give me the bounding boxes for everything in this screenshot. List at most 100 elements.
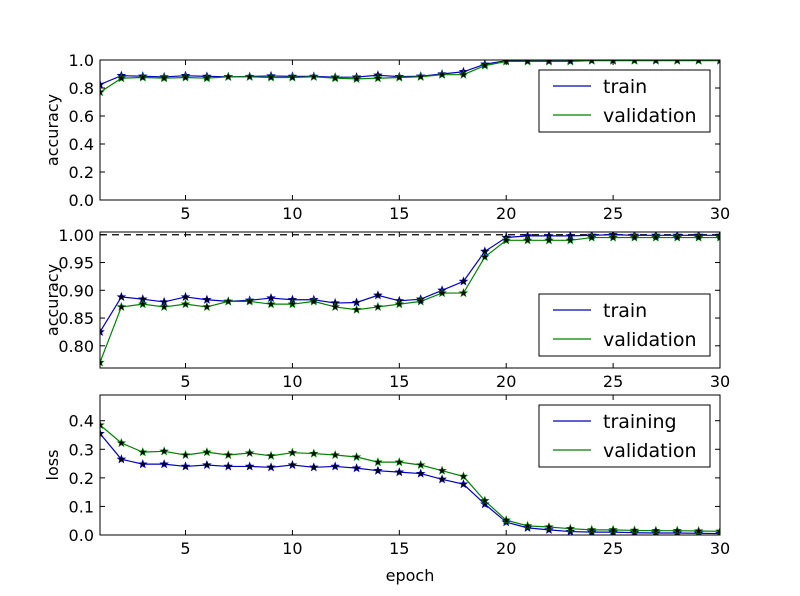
data-point-validation bbox=[693, 232, 704, 242]
data-point-training bbox=[480, 499, 490, 509]
legend-label-validation: validation bbox=[603, 440, 697, 462]
y-axis-label: accuracy bbox=[43, 94, 62, 166]
data-point-validation bbox=[266, 299, 276, 309]
y-tick-label: 0.80 bbox=[58, 337, 94, 356]
data-point-validation bbox=[202, 73, 212, 83]
data-point-validation bbox=[180, 299, 191, 309]
data-point-validation bbox=[266, 450, 276, 460]
x-tick-label: 30 bbox=[710, 372, 730, 391]
data-point-train bbox=[351, 297, 362, 307]
data-point-validation bbox=[715, 526, 720, 535]
x-tick-label: 30 bbox=[710, 204, 730, 223]
data-point-validation bbox=[180, 449, 191, 460]
data-point-validation bbox=[586, 524, 597, 534]
subplot-3: 5 10 15 20 25 30 0.0 0.1 0.2 0.3 0.4 loss epoch train… bbox=[43, 394, 730, 585]
data-point-training bbox=[116, 454, 127, 464]
data-point-validation bbox=[629, 232, 640, 242]
data-point-validation bbox=[565, 60, 575, 66]
legend-box bbox=[538, 69, 711, 133]
data-point-training bbox=[287, 459, 298, 470]
legend-box bbox=[538, 404, 711, 468]
x-tick-label: 30 bbox=[710, 539, 730, 558]
data-point-validation bbox=[330, 449, 340, 460]
data-point-validation bbox=[480, 60, 490, 70]
y-tick-label: 0.90 bbox=[58, 281, 94, 300]
x-axis-label: epoch bbox=[386, 566, 435, 585]
data-point-validation bbox=[137, 447, 148, 457]
x-tick-label: 10 bbox=[282, 539, 302, 558]
plot-area bbox=[100, 232, 720, 367]
data-point-validation bbox=[373, 73, 383, 83]
data-point-validation bbox=[693, 525, 704, 535]
data-point-validation bbox=[651, 232, 661, 242]
data-point-validation bbox=[373, 457, 383, 467]
data-point-validation bbox=[437, 69, 447, 79]
data-point-train bbox=[458, 276, 469, 286]
data-point-validation bbox=[694, 60, 703, 65]
data-point-validation bbox=[544, 60, 554, 66]
data-point-validation bbox=[244, 71, 255, 81]
x-tick-label: 10 bbox=[282, 372, 302, 391]
data-point-validation bbox=[330, 73, 340, 83]
x-tick-label: 5 bbox=[180, 539, 190, 558]
legend-label-validation: validation bbox=[603, 105, 697, 127]
y-tick-label: 0.0 bbox=[69, 191, 94, 210]
subplot-2: 5 10 15 20 25 30 0.80 0.85 0.90 0.95 1.00 accuracy t… bbox=[43, 226, 730, 391]
legend-label-train: train bbox=[603, 300, 647, 322]
data-point-validation bbox=[716, 60, 720, 65]
data-point-validation bbox=[651, 525, 661, 535]
subplot-1: 5 10 15 20 25 30 0.0 0.2 0.4 0.6 0.8 1.0 accuracy tra… bbox=[43, 51, 730, 223]
x-tick-label: 15 bbox=[389, 372, 409, 391]
y-tick-label: 0.1 bbox=[69, 497, 94, 516]
data-point-validation bbox=[159, 301, 169, 312]
axes-frame bbox=[99, 59, 721, 201]
data-point-validation bbox=[458, 69, 469, 79]
data-point-validation bbox=[544, 235, 554, 245]
series-line-train bbox=[100, 234, 720, 333]
x-tick-label: 15 bbox=[389, 204, 409, 223]
data-point-validation bbox=[100, 87, 105, 97]
data-point-train bbox=[100, 79, 105, 89]
data-point-validation bbox=[244, 296, 255, 306]
series-line-validation bbox=[100, 60, 720, 93]
data-point-validation bbox=[116, 301, 127, 312]
data-point-validation bbox=[287, 72, 298, 82]
data-point-train bbox=[180, 291, 191, 302]
data-point-training bbox=[565, 526, 576, 535]
data-point-training bbox=[309, 462, 319, 472]
data-point-validation bbox=[394, 72, 405, 82]
y-tick-label: 1.0 bbox=[69, 51, 94, 70]
data-point-train bbox=[100, 326, 105, 336]
data-point-validation bbox=[309, 296, 319, 306]
legend: train validation bbox=[538, 69, 711, 133]
series-line-validation bbox=[100, 236, 720, 363]
data-point-validation bbox=[630, 60, 639, 65]
x-tick-label: 25 bbox=[603, 539, 623, 558]
data-point-validation bbox=[522, 235, 533, 245]
x-tick-label: 5 bbox=[180, 372, 190, 391]
x-tick-label: 20 bbox=[496, 372, 516, 391]
data-point-validation bbox=[715, 232, 720, 242]
data-point-training bbox=[266, 462, 276, 472]
data-point-validation bbox=[522, 60, 533, 66]
data-point-validation bbox=[673, 60, 681, 65]
y-tick-label: 0.4 bbox=[69, 135, 94, 154]
legend: train validation bbox=[538, 293, 711, 357]
x-tick-label: 20 bbox=[496, 204, 516, 223]
data-point-training bbox=[330, 461, 340, 471]
data-point-validation bbox=[159, 73, 169, 83]
data-point-validation bbox=[309, 71, 319, 81]
legend-label-validation: validation bbox=[603, 329, 697, 351]
y-tick-label: 0.3 bbox=[69, 440, 94, 459]
y-tick-label: 0.6 bbox=[69, 107, 94, 126]
axes-frame bbox=[99, 394, 721, 536]
data-point-validation bbox=[480, 251, 490, 262]
data-point-validation bbox=[608, 232, 618, 242]
data-point-validation bbox=[309, 448, 319, 458]
y-tick-label: 0.95 bbox=[58, 254, 94, 273]
x-tick-label: 25 bbox=[603, 372, 623, 391]
data-point-validation bbox=[223, 71, 234, 81]
data-point-training bbox=[415, 468, 426, 478]
y-tick-label: 0.85 bbox=[58, 309, 94, 328]
